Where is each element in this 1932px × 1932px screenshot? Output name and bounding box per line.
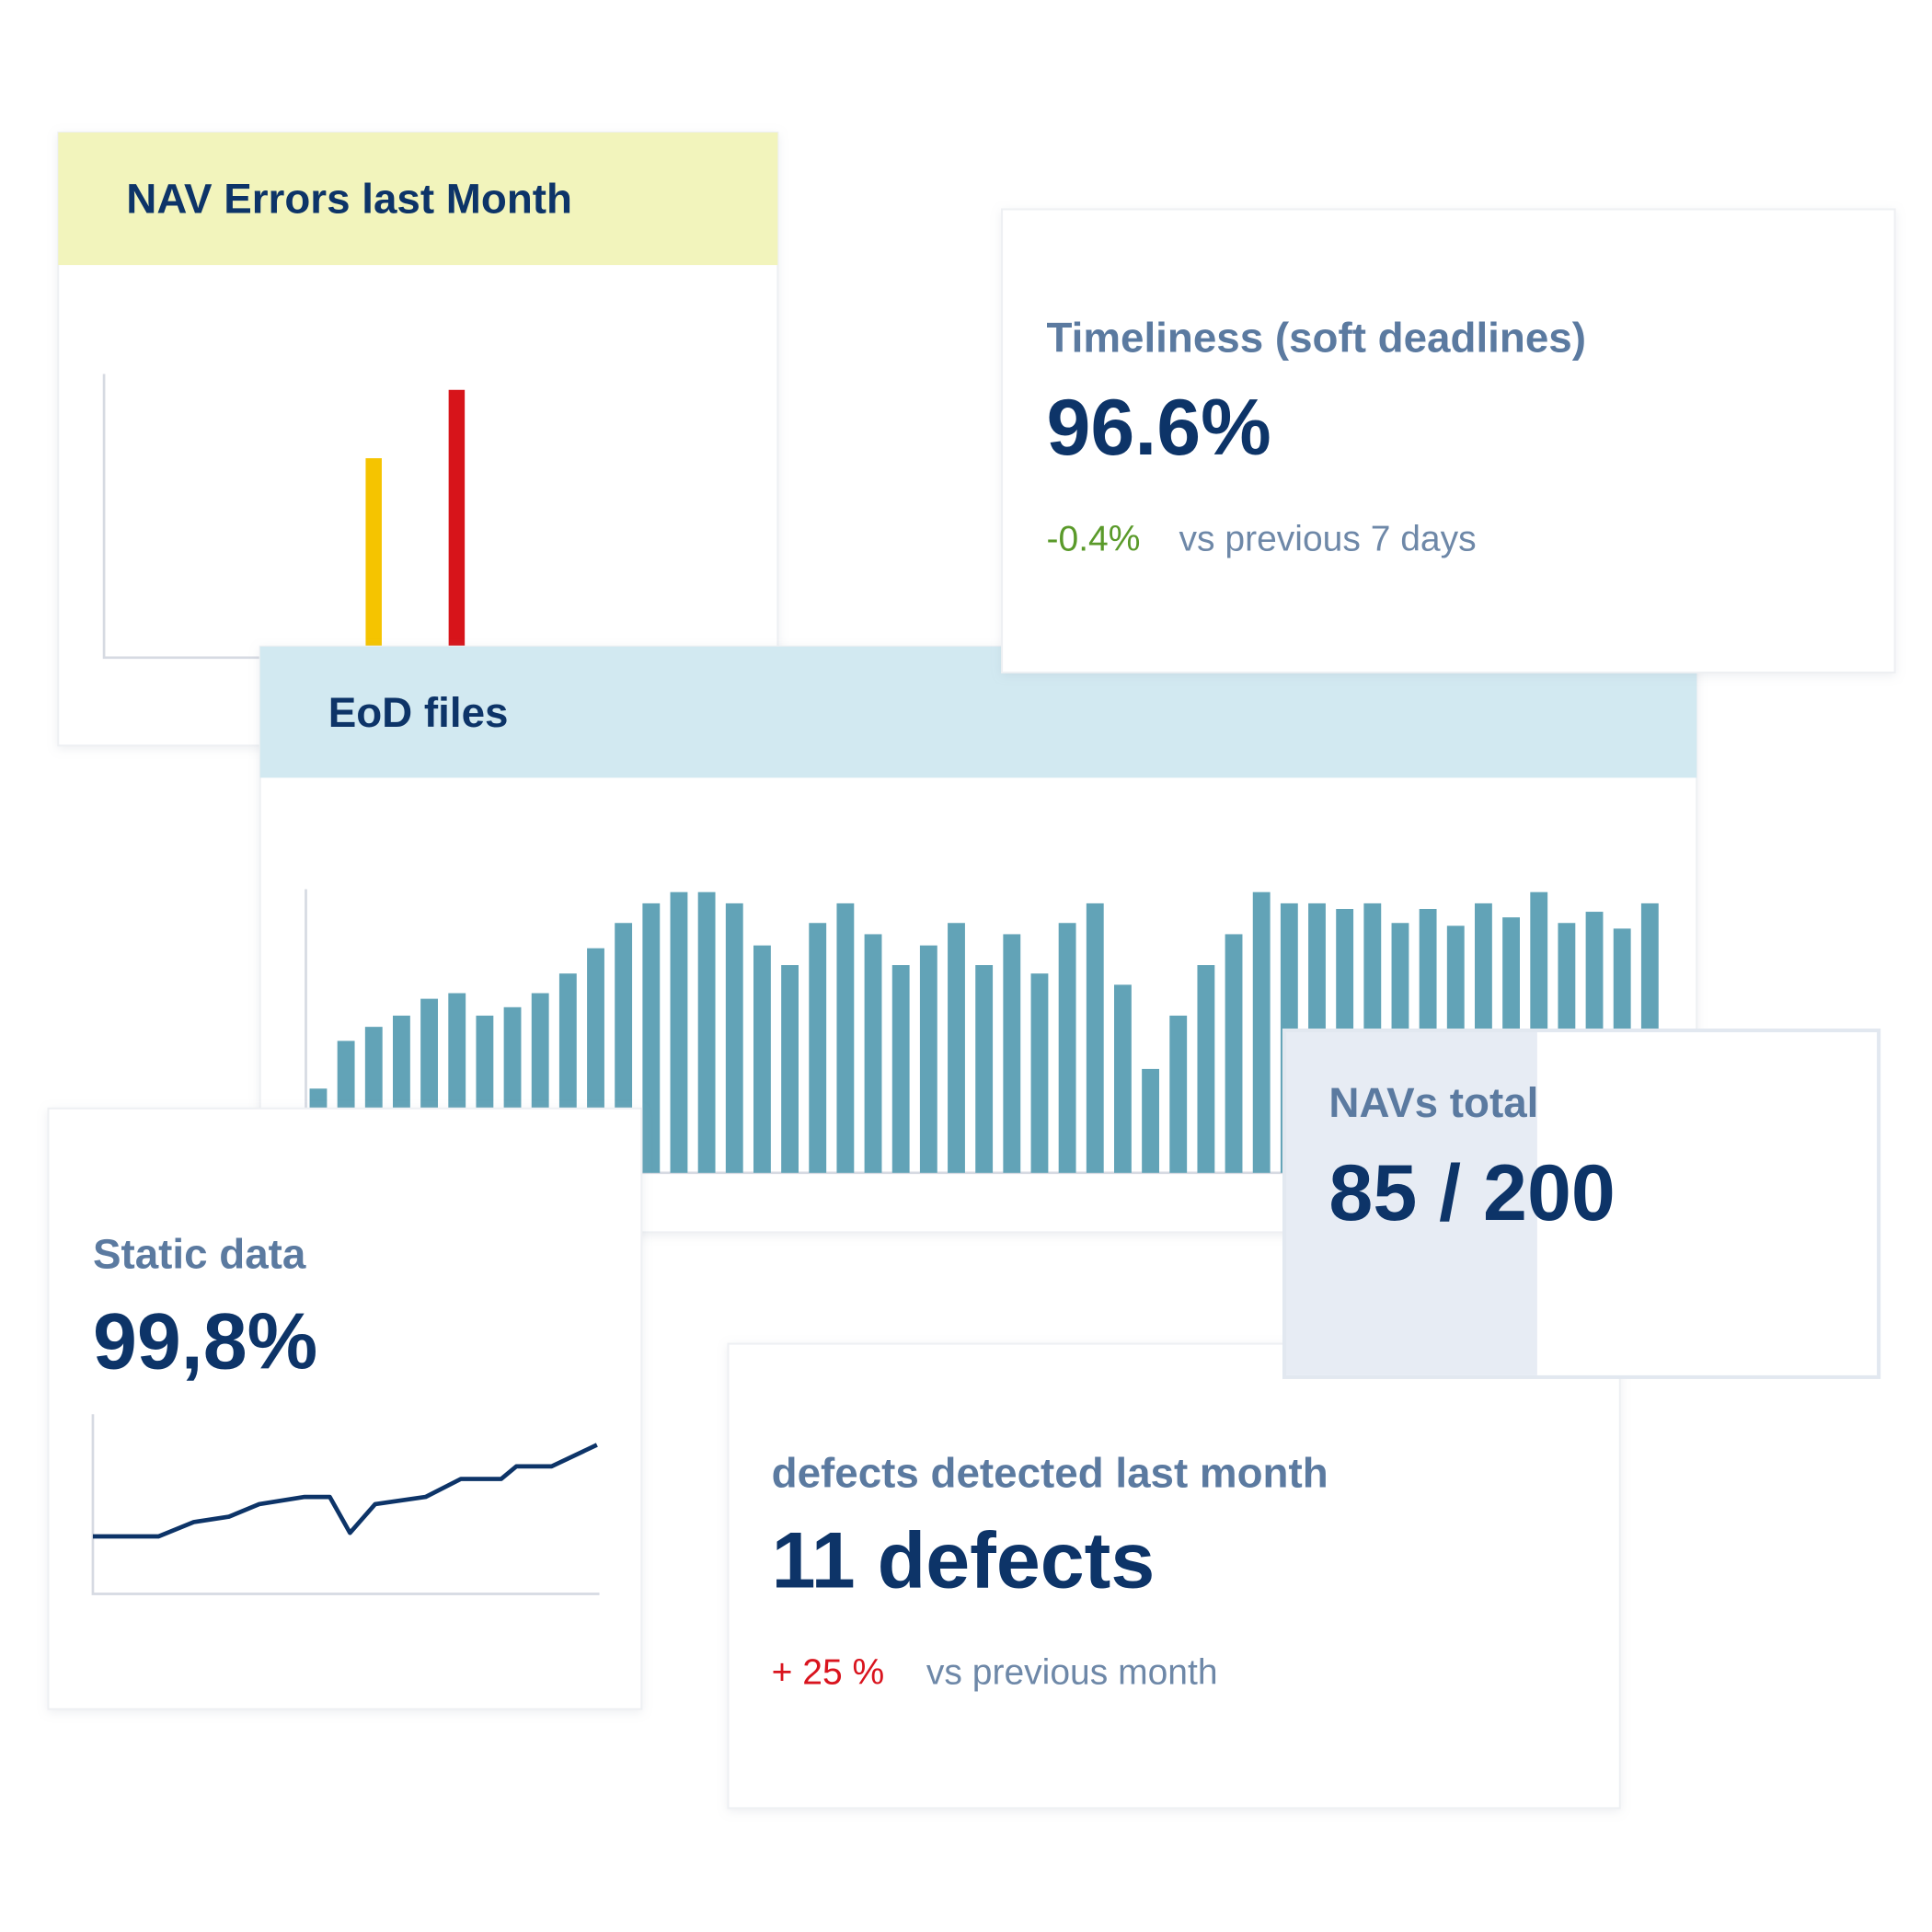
card-header (58, 132, 778, 266)
card-comparison: vs previous 7 days (1179, 520, 1477, 559)
bar (1030, 973, 1049, 1173)
bar (1086, 903, 1104, 1173)
bar (836, 903, 855, 1173)
progress-fill (1285, 1032, 1537, 1375)
defects-card: defects detected last month 11 defects +… (727, 1342, 1621, 1810)
bar (919, 945, 937, 1173)
card-bg (727, 1342, 1621, 1810)
bar (1142, 1068, 1159, 1173)
card-bg (1001, 208, 1896, 673)
card-comparison: vs previous month (926, 1652, 1218, 1692)
card-title: NAVs total (1328, 1079, 1538, 1126)
bar (670, 891, 688, 1173)
card-title: defects detected last month (772, 1450, 1328, 1497)
card-title: Timeliness (soft deadlines) (1047, 314, 1586, 361)
bar (781, 965, 799, 1173)
timeliness-card: Timeliness (soft deadlines) 96.6% -0.4% … (1001, 208, 1896, 673)
bar (1169, 1015, 1188, 1173)
card-value: 96.6% (1047, 384, 1271, 472)
card-value: 11 defects (772, 1517, 1156, 1605)
bar (975, 965, 994, 1173)
card-title: EoD files (328, 689, 509, 736)
card-bg (47, 1107, 643, 1710)
bar (891, 965, 910, 1173)
bar (948, 923, 965, 1173)
card-change: + 25 % (772, 1652, 885, 1692)
bar (864, 934, 882, 1173)
line (92, 1443, 598, 1539)
bar (1058, 923, 1076, 1173)
bar (753, 945, 771, 1173)
axis (91, 1414, 600, 1595)
bar (809, 923, 827, 1173)
bar (1252, 891, 1271, 1173)
navs-total-card: NAVs total 85 / 200 (1282, 1028, 1881, 1379)
bar (365, 458, 382, 658)
bar (448, 389, 466, 658)
card-value: 99,8% (93, 1297, 317, 1386)
card-title: Static data (93, 1230, 306, 1277)
bar (1003, 934, 1021, 1173)
bar (1114, 984, 1132, 1173)
bar (642, 903, 661, 1173)
bar (1225, 934, 1243, 1173)
static-data-card: Static data 99,8% (47, 1107, 643, 1710)
card-change: -0.4% (1047, 520, 1141, 559)
card-value: 85 / 200 (1328, 1149, 1615, 1237)
bar (1197, 965, 1215, 1173)
nav-errors-card: NAV Errors last Month (57, 132, 779, 747)
bar (697, 891, 716, 1173)
bar (725, 903, 743, 1173)
card-title: NAV Errors last Month (126, 176, 572, 223)
